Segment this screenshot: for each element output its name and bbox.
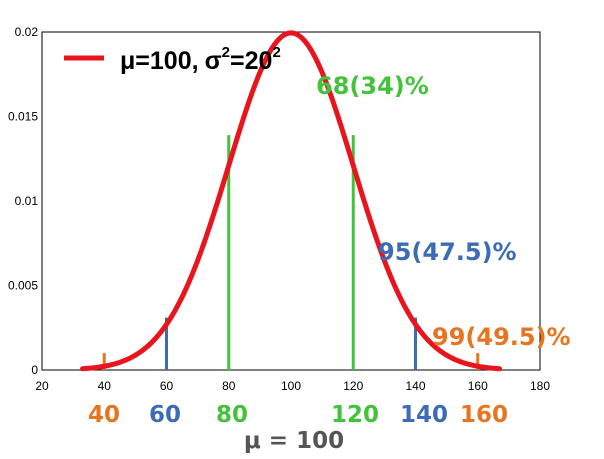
mean-label: μ = 100 xyxy=(244,428,344,454)
x-tick-label: 60 xyxy=(160,379,174,393)
bottom-label: 40 xyxy=(88,402,120,428)
y-tick-label: 0.01 xyxy=(15,194,39,208)
x-tick-labels: 20 40 60 80 100 120 140 160 180 xyxy=(35,379,550,393)
plot-frame xyxy=(41,31,541,371)
bottom-label: 140 xyxy=(400,402,448,428)
legend-mu: μ xyxy=(120,47,135,75)
legend-label: μ=100, σ2=202 xyxy=(120,44,281,75)
y-tick-label: 0.02 xyxy=(15,25,39,39)
y-tick-labels: 0 0.005 0.01 0.015 0.02 xyxy=(8,25,38,377)
x-tick-label: 20 xyxy=(35,379,49,393)
legend-sigma-value-sup: 2 xyxy=(272,44,280,61)
normal-curve xyxy=(79,30,503,372)
y-tick-label: 0 xyxy=(31,363,38,377)
legend: μ=100, σ2=202 xyxy=(64,44,281,75)
bottom-label: 60 xyxy=(149,402,181,428)
legend-sigma-sup: 2 xyxy=(222,44,230,61)
legend-sigma-value: =20 xyxy=(230,47,272,75)
legend-sigma: σ xyxy=(205,47,222,75)
x-tick-label: 80 xyxy=(222,379,236,393)
bottom-label: 160 xyxy=(460,402,508,428)
y-tick-label: 0.015 xyxy=(8,110,38,124)
bottom-label: 80 xyxy=(216,402,248,428)
annotation-99: 99(49.5)% xyxy=(432,323,571,351)
x-tick-label: 180 xyxy=(530,379,550,393)
annotation-95: 95(47.5)% xyxy=(378,238,517,266)
bottom-labels: 40 60 80 120 140 160 xyxy=(88,402,508,428)
x-tick-label: 140 xyxy=(405,379,425,393)
annotation-68: 68(34)% xyxy=(316,72,429,100)
legend-mu-value: =100, xyxy=(135,47,198,75)
y-tick-label: 0.005 xyxy=(8,279,38,293)
x-tick-label: 100 xyxy=(281,379,301,393)
x-tick-label: 40 xyxy=(98,379,112,393)
x-tick-label: 120 xyxy=(343,379,363,393)
bottom-label: 120 xyxy=(331,402,379,428)
x-tick-label: 160 xyxy=(468,379,488,393)
